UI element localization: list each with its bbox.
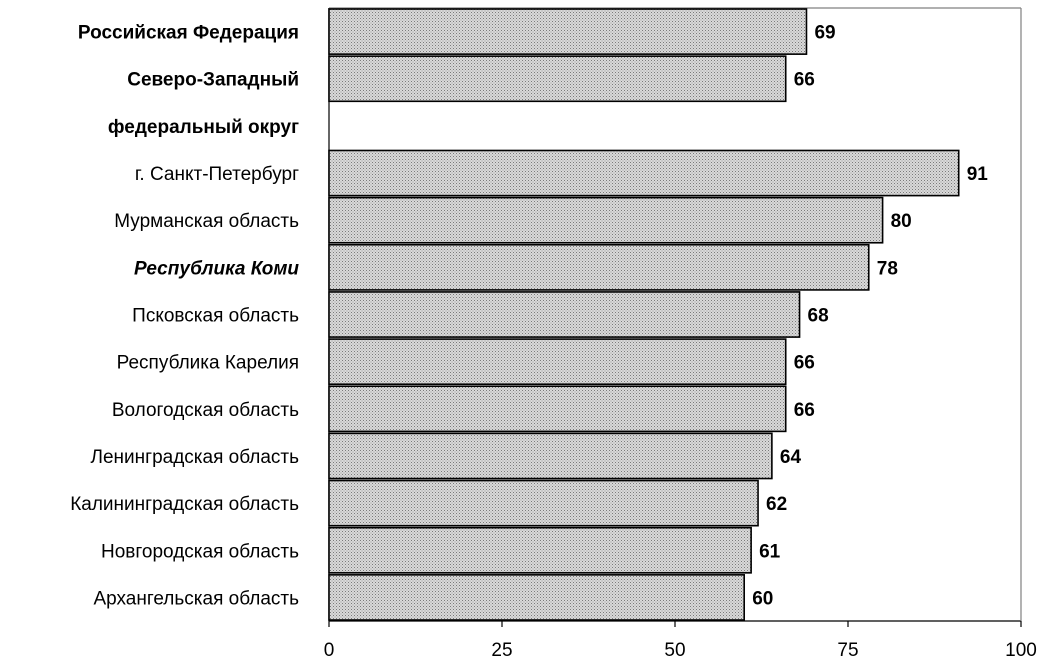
- category-label-7: Вологодская область: [112, 400, 299, 421]
- value-label-1: 66: [794, 70, 815, 91]
- bar-11: [328, 574, 746, 621]
- x-axis-ticks-group: 0 25 50 75 100: [324, 621, 1037, 661]
- bar-8: [328, 432, 773, 480]
- bar-7: [328, 385, 787, 433]
- bar-4: [328, 243, 870, 291]
- bar-9: [328, 479, 759, 527]
- value-label-9: 62: [766, 494, 787, 515]
- value-label-11: 60: [752, 588, 773, 609]
- bar-1: [328, 55, 787, 103]
- bars-group: [328, 8, 960, 621]
- category-label-9: Калининградская область: [70, 494, 299, 515]
- value-label-10: 61: [759, 541, 781, 562]
- value-label-5: 68: [808, 306, 829, 327]
- category-label-5: Псковская область: [132, 306, 299, 327]
- value-label-3: 80: [891, 211, 912, 232]
- value-label-8: 64: [780, 447, 802, 468]
- category-label-6: Республика Карелия: [117, 353, 299, 374]
- value-labels-group: 69 66 91 80 78 68 66 66 64 62 61 60: [752, 23, 988, 610]
- value-label-6: 66: [794, 353, 815, 374]
- bar-3: [328, 196, 884, 244]
- category-label-1-line-1: федеральный округ: [108, 117, 299, 138]
- category-label-8: Ленинградская область: [91, 447, 300, 468]
- category-label-2: г. Санкт-Петербург: [135, 164, 299, 185]
- category-label-11: Архангельская область: [93, 588, 299, 609]
- bar-5: [328, 291, 801, 338]
- value-label-0: 69: [814, 23, 835, 44]
- value-label-7: 66: [794, 400, 815, 421]
- value-label-2: 91: [967, 164, 989, 185]
- bar-6: [328, 338, 787, 386]
- category-label-10: Новгородская область: [101, 541, 299, 562]
- value-label-4: 78: [877, 258, 898, 279]
- x-tick-label-3: 75: [837, 640, 858, 661]
- x-tick-label-4: 100: [1005, 640, 1037, 661]
- bar-0: [328, 8, 808, 55]
- x-tick-label-0: 0: [324, 640, 335, 661]
- category-labels-group: Российская Федерация Северо-Западный федер…: [70, 23, 299, 610]
- category-label-0: Российская Федерация: [78, 23, 299, 44]
- category-label-4: Республика Коми: [134, 258, 299, 279]
- bar-10: [328, 526, 752, 574]
- category-label-1-line-0: Северо-Западный: [127, 70, 299, 91]
- x-tick-label-1: 25: [491, 640, 512, 661]
- x-tick-label-2: 50: [664, 640, 685, 661]
- category-label-3: Мурманская область: [114, 211, 299, 232]
- bar-2: [328, 149, 960, 197]
